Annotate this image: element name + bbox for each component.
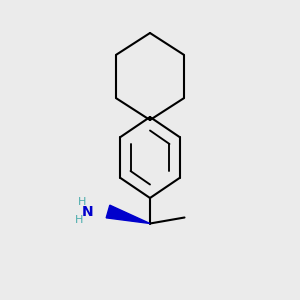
Text: N: N	[81, 205, 93, 218]
Polygon shape	[106, 205, 150, 224]
Text: H: H	[75, 215, 84, 225]
Text: H: H	[77, 197, 86, 207]
